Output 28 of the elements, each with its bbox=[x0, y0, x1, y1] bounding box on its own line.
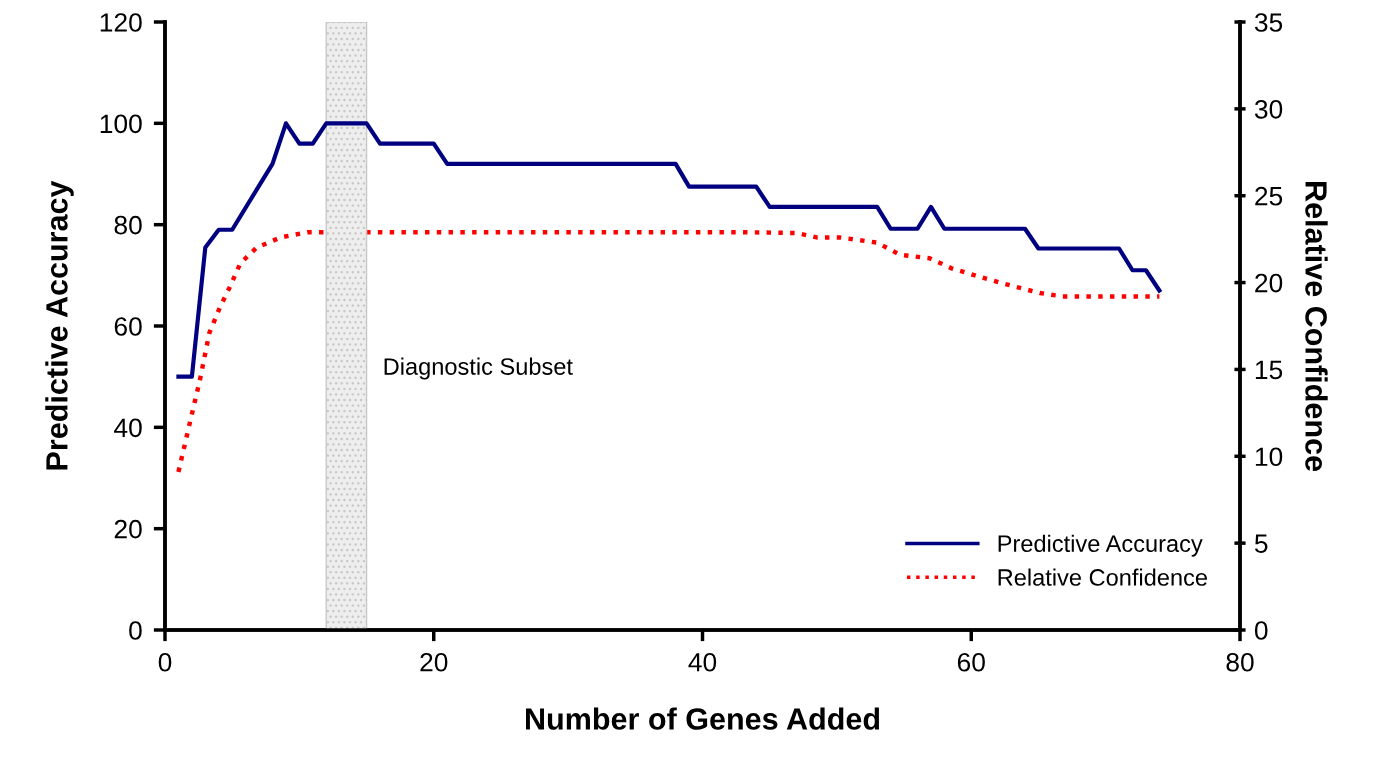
line-series bbox=[176, 121, 1162, 379]
y-tick-label: 100 bbox=[100, 114, 142, 134]
x-tick-label: 60 bbox=[957, 652, 985, 672]
y2-tick-label: 10 bbox=[1255, 447, 1283, 467]
x-tick-label: 0 bbox=[158, 652, 172, 672]
line-series bbox=[176, 229, 1162, 475]
x-tick-label: 20 bbox=[420, 652, 448, 672]
legend-label: Predictive Accuracy bbox=[998, 534, 1203, 557]
x-tick-label: 80 bbox=[1226, 652, 1254, 672]
y2-tick-label: 5 bbox=[1254, 534, 1268, 553]
y-tick-label: 0 bbox=[129, 621, 142, 640]
x-axis-title: Number of Genes Added bbox=[526, 707, 880, 730]
y-tick-label: 120 bbox=[100, 13, 142, 32]
y2-axis-title: Relative Confidence bbox=[1305, 182, 1328, 471]
y2-tick-label: 20 bbox=[1255, 273, 1283, 293]
y-tick-label: 20 bbox=[114, 519, 142, 539]
x-tick-label: 40 bbox=[688, 652, 717, 672]
legend-label: Relative Confidence bbox=[998, 568, 1207, 586]
y2-tick-label: 25 bbox=[1255, 186, 1283, 206]
band-label: Diagnostic Subset bbox=[384, 357, 573, 380]
y-tick-label: 40 bbox=[114, 418, 142, 438]
y-tick-label: 60 bbox=[114, 317, 142, 336]
y-axis-title: Predictive Accuracy bbox=[45, 180, 74, 470]
y2-tick-label: 0 bbox=[1254, 621, 1268, 640]
y2-tick-label: 35 bbox=[1254, 13, 1283, 32]
y2-tick-label: 30 bbox=[1254, 99, 1283, 119]
y2-tick-label: 15 bbox=[1255, 360, 1283, 380]
y-tick-label: 80 bbox=[114, 215, 142, 235]
